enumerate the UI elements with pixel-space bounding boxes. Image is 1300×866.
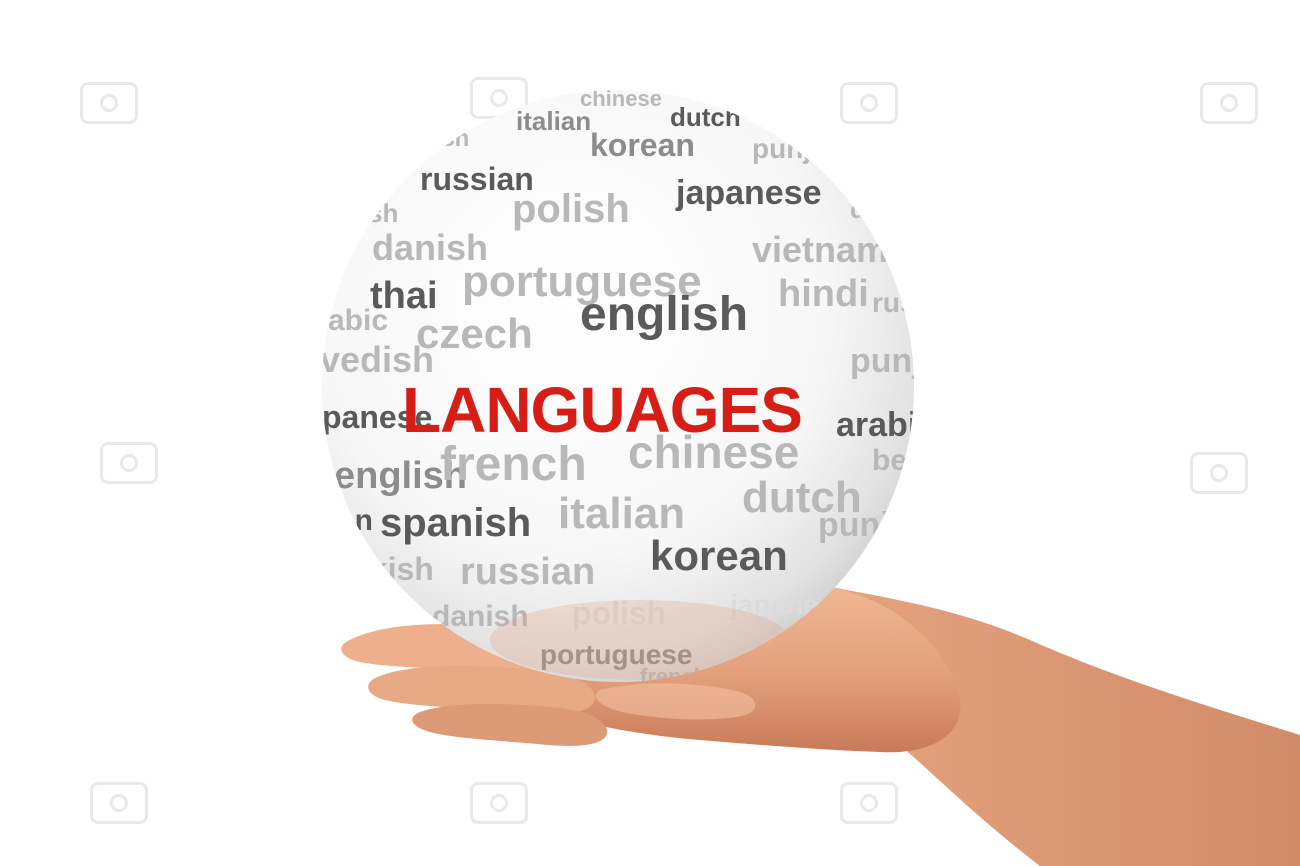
watermark — [40, 760, 180, 860]
word-an-left: an — [338, 504, 373, 537]
watermark-camera-icon — [1190, 452, 1248, 494]
word-czech: czech — [416, 310, 533, 357]
word-russian-top: russian — [420, 161, 534, 197]
word-sphere: chinese nish italian dutch russian korea… — [320, 86, 944, 682]
watermark — [1140, 430, 1280, 530]
word-korean-top: korean — [590, 127, 695, 163]
watermark-camera-icon — [1200, 82, 1258, 124]
word-punjab-low: punjab — [818, 506, 929, 544]
word-danish-top: danish — [372, 227, 488, 268]
word-spanish: spanish — [380, 501, 531, 545]
word-rus-right: rus — [872, 287, 916, 318]
watermark — [420, 760, 560, 860]
word-d-top: d — [850, 194, 866, 224]
word-dutch-mid: dutch — [742, 473, 862, 522]
word-thai: thai — [370, 275, 438, 317]
word-punj-top: punj — [752, 133, 811, 164]
word-french: french — [440, 438, 587, 491]
watermark-camera-icon — [90, 782, 148, 824]
word-ekish: ekish — [352, 551, 434, 587]
word-italian-top: italian — [516, 106, 591, 136]
word-vietnam-top: vietnam — [752, 229, 888, 270]
headline-languages: LANGUAGES — [402, 374, 802, 446]
word-hindi: hindi — [778, 273, 869, 315]
word-punja-right: punja — [850, 342, 942, 380]
word-chinese-top: chinese — [580, 86, 662, 111]
word-japanese-top: japanese — [675, 174, 822, 212]
word-portuguese-top: portuguese — [462, 257, 702, 306]
word-english-mid: english — [580, 288, 748, 341]
word-panese: panese — [322, 399, 432, 435]
watermark-camera-icon — [470, 782, 528, 824]
word-italian-mid: italian — [558, 489, 685, 538]
word-vedish: vedish — [320, 339, 434, 380]
watermark-camera-icon — [80, 82, 138, 124]
word-polish-top: polish — [512, 187, 630, 231]
watermark — [790, 760, 930, 860]
word-sh-top: sh — [368, 198, 398, 228]
watermark-camera-icon — [840, 782, 898, 824]
word-english-left: english — [334, 455, 467, 497]
word-chinese-mid: chinese — [628, 426, 799, 478]
watermark — [790, 60, 930, 160]
watermark-camera-icon — [100, 442, 158, 484]
word-arabic: arabic — [836, 406, 936, 444]
word-nish-top: nish — [420, 125, 469, 152]
word-danish-low: danish — [432, 600, 529, 633]
word-russian-low: russian — [460, 551, 595, 593]
watermark — [50, 420, 190, 520]
watermark — [1150, 60, 1290, 160]
word-polish-low: polish — [572, 595, 666, 631]
word-beng: beng — [872, 444, 944, 477]
watermark-camera-icon — [840, 82, 898, 124]
word-portuguese-low: portuguese — [540, 639, 692, 670]
word-abic: abic — [328, 304, 388, 337]
word-korean-low: korean — [650, 532, 788, 579]
watermark — [30, 60, 170, 160]
